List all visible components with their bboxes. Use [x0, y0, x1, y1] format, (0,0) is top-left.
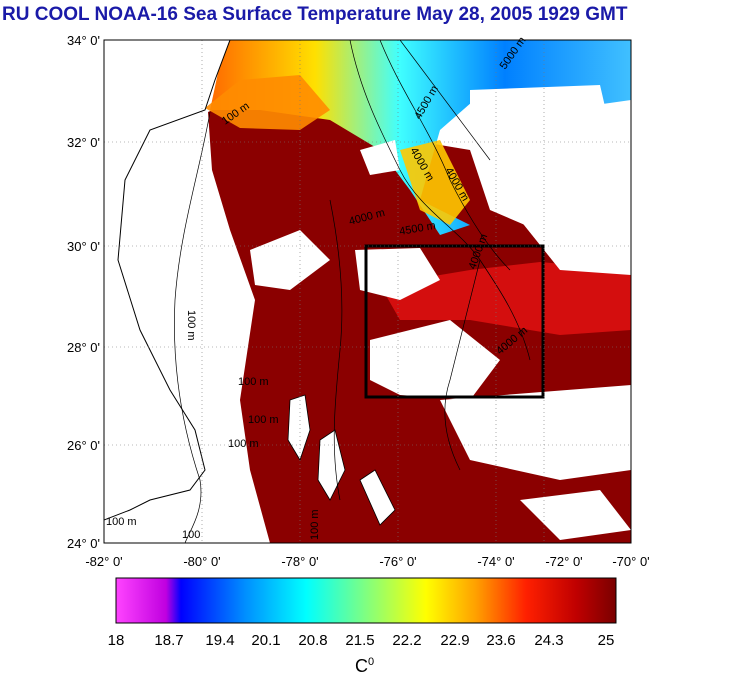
- study-box: [364, 244, 545, 399]
- colorbar-tick: 18.7: [154, 632, 184, 649]
- contour-label: 100 m: [248, 414, 279, 426]
- lat-label: 28° 0': [67, 340, 100, 355]
- lat-label: 24° 0': [67, 536, 100, 551]
- lon-label: -78° 0': [281, 554, 318, 569]
- colorbar-tick: 25: [597, 632, 615, 649]
- florida-land: [104, 40, 231, 521]
- colorbar: [115, 577, 617, 624]
- colorbar-tick: 22.9: [440, 632, 470, 649]
- lat-label: 30° 0': [67, 239, 100, 254]
- page-title: RU COOL NOAA-16 Sea Surface Temperature …: [2, 4, 628, 25]
- lon-label: -70° 0': [612, 554, 649, 569]
- colorbar-tick: 24.3: [534, 632, 564, 649]
- colorbar-tick: 20.1: [251, 632, 281, 649]
- lat-label: 32° 0': [67, 135, 100, 150]
- lon-axis: -82° 0' -80° 0' -78° 0' -76° 0' -74° 0' …: [85, 554, 649, 569]
- lat-label: 26° 0': [67, 438, 100, 453]
- colorbar-tick: 19.4: [205, 632, 235, 649]
- colorbar-tick: 23.6: [486, 632, 516, 649]
- contour-label: 100 m: [238, 376, 269, 388]
- contour-label: 100 m: [185, 310, 197, 341]
- plot-frame: [103, 39, 632, 544]
- lon-label: -74° 0': [477, 554, 514, 569]
- lat-label: 34° 0': [67, 33, 100, 48]
- contour-label: 100 m: [309, 509, 321, 540]
- contour-label: 100 m: [106, 516, 137, 528]
- colorbar-tick: 20.8: [298, 632, 328, 649]
- colorbar-tick: 21.5: [345, 632, 375, 649]
- contour-label: 100 m: [228, 438, 259, 450]
- red-band: [380, 262, 631, 335]
- colorbar-tick: 22.2: [392, 632, 422, 649]
- contour-label: 100: [182, 529, 200, 541]
- lon-label: -72° 0': [545, 554, 582, 569]
- lon-label: -76° 0': [379, 554, 416, 569]
- lon-label: -80° 0': [183, 554, 220, 569]
- cloud: [470, 85, 615, 170]
- colorbar-unit: C0: [355, 656, 375, 676]
- colorbar-tick: 18: [107, 632, 125, 649]
- lat-axis: 34° 0' 32° 0' 30° 0' 28° 0' 26° 0' 24° 0…: [67, 33, 100, 551]
- lon-label: -82° 0': [85, 554, 122, 569]
